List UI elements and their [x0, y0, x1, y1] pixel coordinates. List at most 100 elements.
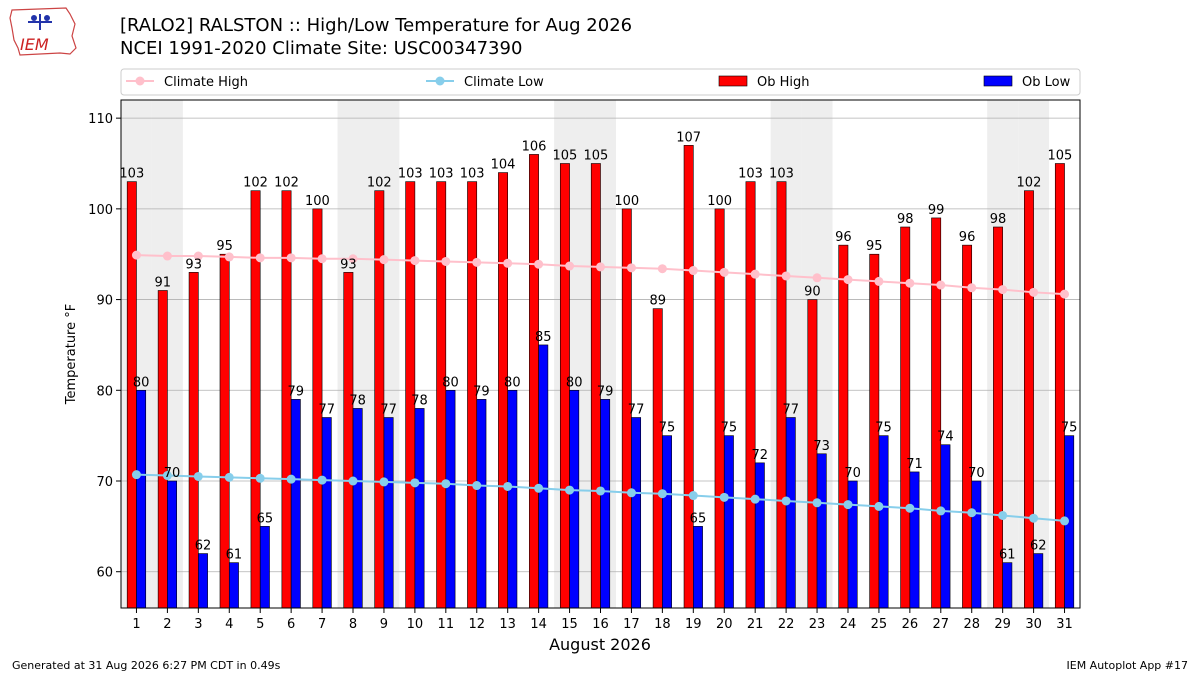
ob-high-bar-9: [374, 190, 385, 609]
ob-low-bar-21: [754, 462, 765, 609]
x-tick-label-7: 7: [318, 617, 326, 632]
x-tick-label-2: 2: [163, 617, 171, 632]
ob-high-label-8: 93: [340, 257, 357, 272]
ob-low-bar-26: [909, 471, 920, 609]
climate-low-point-21: [750, 494, 760, 504]
ob-high-label-7: 100: [305, 194, 330, 209]
ob-high-bar-14: [529, 154, 539, 609]
climate-high-point-12: [472, 257, 482, 267]
ob-high-label-13: 104: [491, 158, 516, 173]
ob-low-label-11: 80: [442, 375, 459, 390]
ob-low-bar-3: [198, 553, 208, 609]
ob-high-label-9: 102: [367, 176, 392, 191]
ob-low-bar-30: [1033, 553, 1044, 609]
climate-low-point-2: [162, 471, 172, 481]
climate-lines: [131, 250, 1070, 526]
x-tick-label-6: 6: [287, 617, 295, 632]
climate-high-point-3: [193, 251, 203, 261]
climate-high-point-17: [626, 263, 636, 273]
ob-low-bar-24: [847, 480, 858, 609]
x-tick-label-13: 13: [499, 617, 516, 632]
ob-high-label-28: 96: [959, 230, 976, 245]
climate-low-point-16: [596, 486, 605, 496]
footer-generated: Generated at 31 Aug 2026 6:27 PM CDT in …: [12, 659, 281, 672]
climate-high-point-23: [812, 273, 822, 283]
ob-low-bar-1: [136, 389, 147, 609]
climate-high-point-28: [967, 283, 977, 293]
ob-low-label-29: 61: [999, 548, 1016, 563]
ob-high-bar-1: [126, 181, 137, 609]
iem-logo: IEM: [9, 7, 77, 56]
x-tick-label-10: 10: [407, 617, 424, 632]
ob-high-label-14: 106: [522, 139, 547, 154]
ob-high-label-30: 102: [1017, 176, 1042, 191]
climate-high-point-7: [317, 254, 327, 264]
climate-low-point-24: [843, 500, 853, 510]
ob-low-bar-10: [414, 408, 425, 609]
climate-low-point-12: [472, 481, 482, 491]
climate-high-point-5: [255, 253, 265, 263]
ob-low-bar-22: [785, 417, 796, 609]
x-tick-label-27: 27: [933, 617, 950, 632]
ob-low-label-16: 79: [597, 384, 614, 399]
x-tick-label-15: 15: [561, 617, 578, 632]
climate-high-point-19: [688, 266, 698, 276]
legend-frame: [120, 68, 1081, 96]
ob-high-label-20: 100: [707, 194, 732, 209]
ob-high-label-26: 98: [897, 212, 914, 227]
ob-low-bar-5: [259, 526, 270, 609]
ob-high-bar-11: [436, 181, 447, 609]
ob-high-bar-24: [838, 244, 849, 609]
chart-title: [RALO2] RALSTON :: High/Low Temperature …: [120, 15, 632, 36]
ob-low-label-24: 70: [844, 466, 861, 481]
ob-low-bar-19: [693, 526, 703, 609]
ob-low-label-12: 79: [473, 384, 490, 399]
climate-high-point-6: [286, 253, 296, 263]
ob-high-label-2: 91: [154, 276, 171, 291]
legend-ob-high-label: Ob High: [757, 75, 810, 90]
ob-low-label-23: 73: [813, 439, 830, 454]
ob-high-bar-31: [1054, 163, 1065, 609]
ob-low-bar-16: [600, 399, 611, 609]
x-tick-label-19: 19: [685, 617, 702, 632]
ob-low-bar-28: [971, 480, 982, 609]
climate-high-point-26: [905, 278, 915, 288]
climate-high-point-10: [410, 256, 420, 266]
ob-high-bar-18: [652, 308, 663, 609]
ob-low-bar-7: [321, 417, 332, 609]
climate-low-point-30: [1029, 513, 1039, 523]
climate-high-point-2: [162, 251, 172, 261]
y-tick-label-60: 60: [96, 566, 113, 581]
ob-low-label-19: 65: [690, 511, 707, 526]
climate-low-point-8: [348, 476, 358, 486]
climate-high-point-22: [781, 271, 791, 281]
legend-ob-low-label: Ob Low: [1022, 75, 1071, 90]
x-tick-label-14: 14: [530, 617, 547, 632]
climate-high-point-18: [657, 264, 667, 274]
climate-low-point-14: [534, 483, 544, 493]
ob-high-label-3: 93: [185, 257, 202, 272]
x-tick-label-3: 3: [194, 617, 202, 632]
ob-low-label-30: 62: [1030, 539, 1047, 554]
ob-low-label-7: 77: [318, 403, 335, 418]
footer-app: IEM Autoplot App #17: [1067, 659, 1189, 672]
climate-high-point-30: [1029, 287, 1039, 297]
ob-low-bar-18: [662, 435, 672, 609]
climate-high-point-1: [131, 250, 141, 260]
legend-ob-low-swatch: [983, 75, 1013, 87]
climate-high-point-29: [998, 285, 1008, 295]
ob-high-label-12: 103: [460, 167, 485, 182]
ob-low-bar-4: [228, 562, 239, 609]
ob-low-label-6: 79: [288, 384, 305, 399]
x-tick-label-16: 16: [592, 617, 609, 632]
ob-high-label-21: 103: [738, 167, 763, 182]
ob-low-bar-20: [723, 435, 734, 609]
climate-high-point-14: [534, 259, 544, 269]
x-tick-label-11: 11: [438, 617, 455, 632]
ob-high-bar-21: [745, 181, 756, 609]
ob-low-label-3: 62: [195, 539, 212, 554]
climate-low-point-10: [410, 478, 420, 488]
x-tick-label-9: 9: [380, 617, 388, 632]
climate-low-point-20: [719, 492, 729, 502]
ob-low-bar-25: [878, 435, 889, 609]
